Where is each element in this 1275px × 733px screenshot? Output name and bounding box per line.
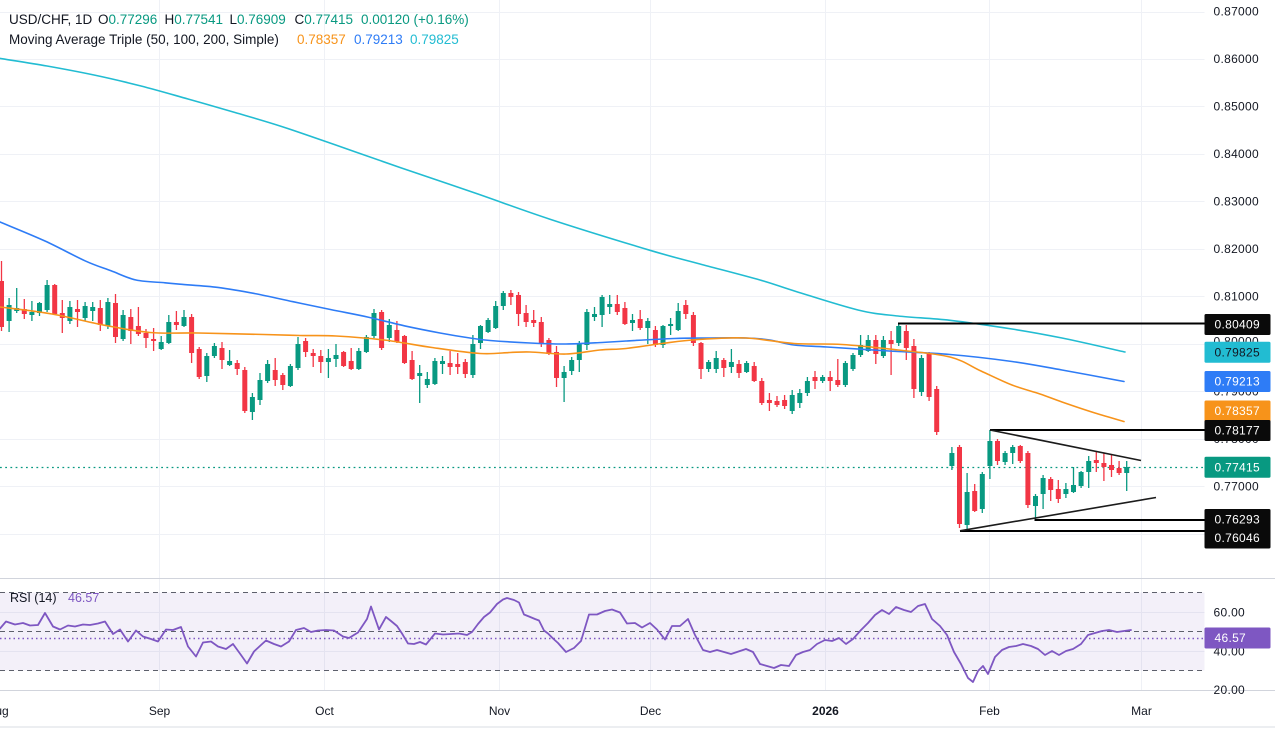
- svg-text:USD/CHF, 1D: USD/CHF, 1D: [9, 12, 93, 27]
- svg-text:0.85000: 0.85000: [1214, 100, 1260, 114]
- svg-text:0.78357: 0.78357: [297, 32, 346, 47]
- svg-text:0.81000: 0.81000: [1214, 290, 1260, 304]
- svg-text:0.00120 (+0.16%): 0.00120 (+0.16%): [361, 12, 469, 27]
- svg-text:0.86000: 0.86000: [1214, 52, 1260, 66]
- svg-text:0.79213: 0.79213: [354, 32, 403, 47]
- svg-text:2026: 2026: [812, 704, 839, 718]
- svg-text:0.78357: 0.78357: [1215, 404, 1261, 418]
- svg-text:H0.77541: H0.77541: [165, 12, 224, 27]
- svg-text:Oct: Oct: [315, 704, 334, 718]
- svg-text:Dec: Dec: [640, 704, 661, 718]
- svg-text:RSI (14) 46.57: RSI (14) 46.57: [10, 591, 99, 605]
- svg-text:L0.76909: L0.76909: [230, 12, 286, 27]
- svg-text:Sep: Sep: [149, 704, 171, 718]
- svg-text:Nov: Nov: [489, 704, 510, 718]
- svg-text:20.00: 20.00: [1214, 683, 1246, 697]
- svg-text:0.79825: 0.79825: [1215, 346, 1261, 360]
- svg-text:0.78177: 0.78177: [1215, 424, 1261, 438]
- svg-text:60.00: 60.00: [1214, 606, 1246, 620]
- svg-text:Mar: Mar: [1131, 704, 1152, 718]
- svg-text:0.84000: 0.84000: [1214, 147, 1260, 161]
- svg-text:0.76046: 0.76046: [1215, 531, 1261, 545]
- svg-text:46.57: 46.57: [1215, 631, 1247, 645]
- svg-text:C0.77415: C0.77415: [295, 12, 354, 27]
- svg-text:0.77415: 0.77415: [1215, 461, 1261, 475]
- svg-text:0.79213: 0.79213: [1215, 375, 1261, 389]
- svg-text:Feb: Feb: [979, 704, 1000, 718]
- svg-text:0.80409: 0.80409: [1215, 318, 1261, 332]
- svg-text:0.87000: 0.87000: [1214, 5, 1260, 19]
- svg-text:0.77000: 0.77000: [1214, 480, 1260, 494]
- svg-text:0.76293: 0.76293: [1215, 513, 1261, 527]
- svg-text:Moving Average Triple (50, 100: Moving Average Triple (50, 100, 200, Sim…: [9, 32, 279, 47]
- svg-text:Aug: Aug: [0, 704, 9, 718]
- svg-text:0.83000: 0.83000: [1214, 195, 1260, 209]
- svg-text:O0.77296: O0.77296: [98, 12, 157, 27]
- svg-text:0.82000: 0.82000: [1214, 242, 1260, 256]
- svg-text:0.79825: 0.79825: [410, 32, 459, 47]
